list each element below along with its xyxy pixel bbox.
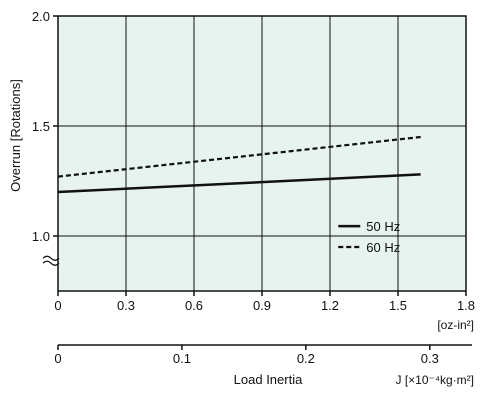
break-wave-upper xyxy=(42,255,60,261)
x-tick-label: 1.8 xyxy=(457,298,475,313)
x-tick-label: 0 xyxy=(54,298,61,313)
y-tick-labels: 1.0 1.5 2.0 xyxy=(32,9,58,244)
y-axis-title: Overrun [Rotations] xyxy=(8,79,23,192)
x-tick-label: 0.9 xyxy=(253,298,271,313)
x-axis-unit-oz: [oz-in²] xyxy=(437,318,474,332)
x-axis-title: Load Inertia xyxy=(234,372,303,387)
y-tick-label: 1.5 xyxy=(32,119,50,134)
legend-label-60hz: 60 Hz xyxy=(366,240,400,255)
series-line-60-hz xyxy=(57,135,421,178)
axis-break-icon xyxy=(42,255,60,266)
x-tick-label: 0.6 xyxy=(185,298,203,313)
x-tick-label: 1.2 xyxy=(321,298,339,313)
x2-tick-label: 0.1 xyxy=(173,351,191,366)
break-wave-lower xyxy=(42,260,60,266)
x-axis-unit-si: J [×10⁻⁴kg·m²] xyxy=(395,373,474,387)
y-tick-label: 1.0 xyxy=(32,229,50,244)
x-tick-label: 0.3 xyxy=(117,298,135,313)
x-tick-labels: 0 0.3 0.6 0.9 1.2 1.5 1.8 xyxy=(54,291,475,313)
x2-tick-labels: 0 0.1 0.2 0.3 xyxy=(54,345,439,366)
series-lines xyxy=(57,135,421,194)
series-line-50-hz xyxy=(57,173,421,194)
x2-tick-label: 0 xyxy=(54,351,61,366)
x2-tick-label: 0.2 xyxy=(297,351,315,366)
legend: 50 Hz 60 Hz xyxy=(338,219,400,255)
x2-tick-label: 0.3 xyxy=(421,351,439,366)
gridlines xyxy=(58,16,466,291)
y-tick-label: 2.0 xyxy=(32,9,50,24)
x-tick-label: 1.5 xyxy=(389,298,407,313)
legend-label-50hz: 50 Hz xyxy=(366,219,400,234)
